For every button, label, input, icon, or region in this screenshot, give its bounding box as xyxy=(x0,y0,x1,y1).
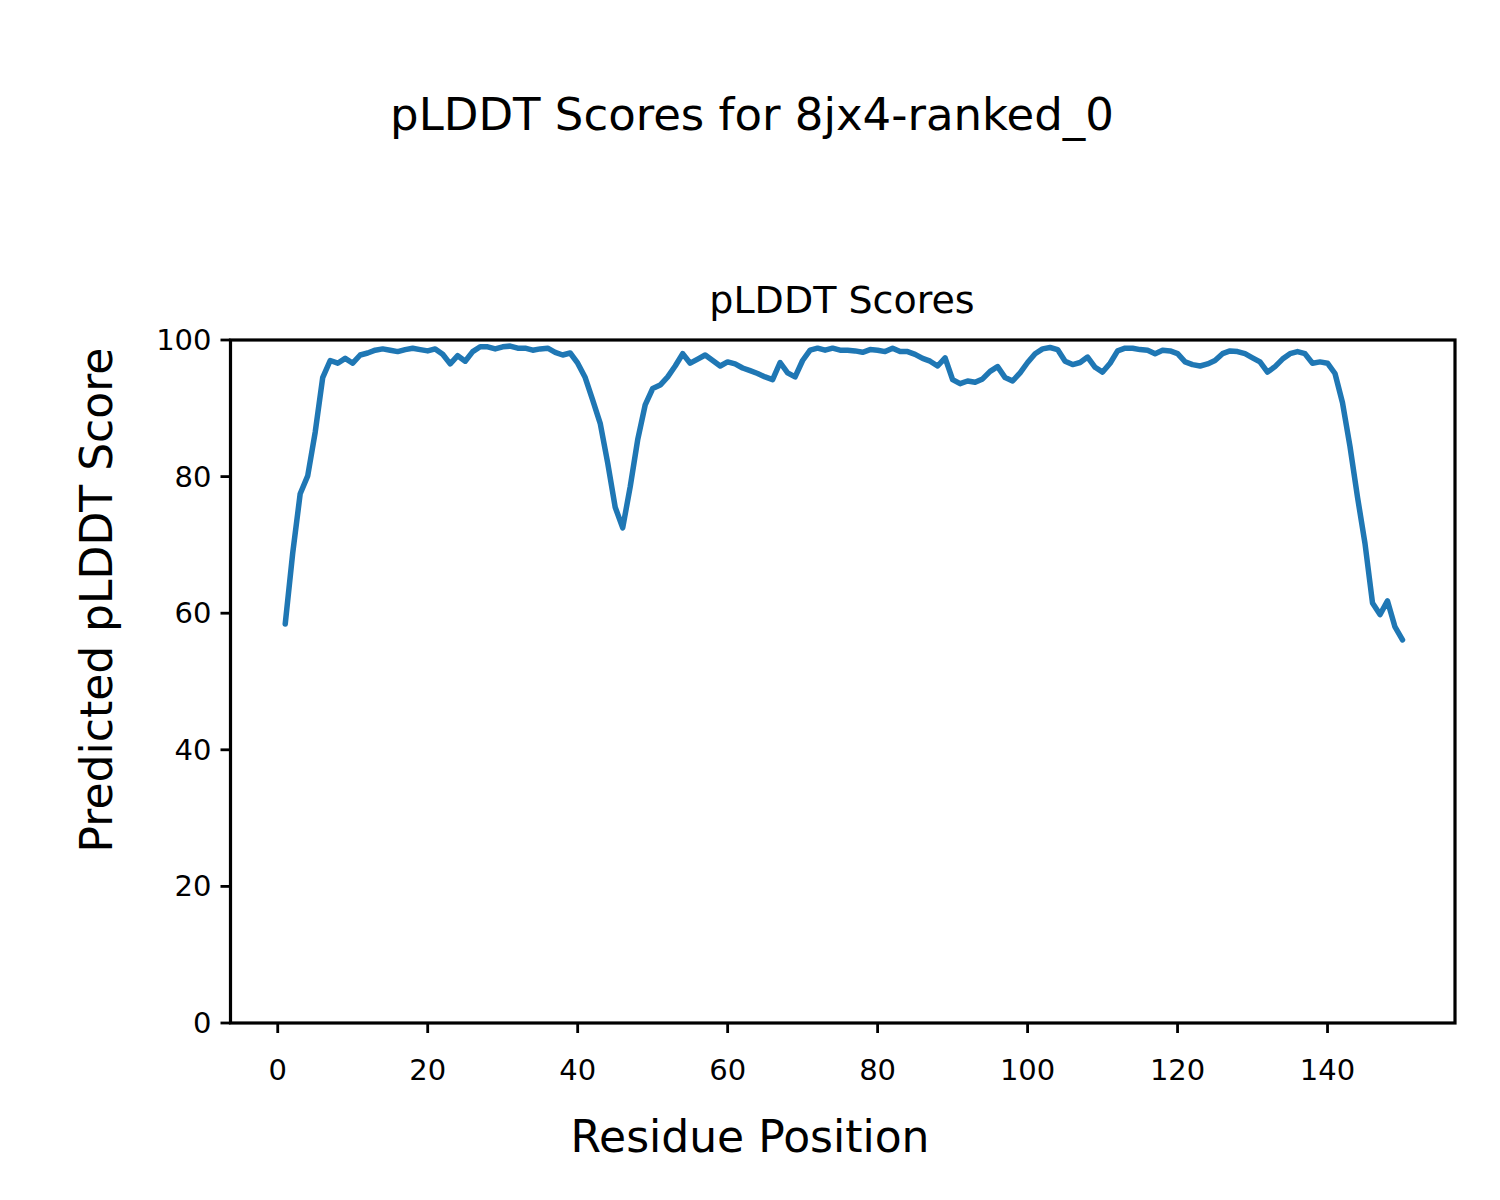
y-axis-ticks: 0 20 40 60 80 100 xyxy=(156,323,230,1040)
x-tick-label: 0 xyxy=(269,1053,287,1087)
x-tick-label: 100 xyxy=(1000,1053,1055,1087)
figure: pLDDT Scores for 8jx4-ranked_0 pLDDT Sco… xyxy=(0,0,1500,1200)
x-tick-label: 80 xyxy=(859,1053,896,1087)
x-tick-label: 60 xyxy=(709,1053,746,1087)
plddt-score-line xyxy=(285,346,1402,640)
figure-suptitle: pLDDT Scores for 8jx4-ranked_0 xyxy=(390,88,1114,141)
y-axis-label: Predicted pLDDT Score xyxy=(71,348,122,853)
y-tick-label: 0 xyxy=(193,1006,211,1040)
axes-title: pLDDT Scores xyxy=(709,278,974,322)
x-axis-ticks: 0 20 40 60 80 100 120 140 xyxy=(269,1023,1356,1087)
y-tick-label: 40 xyxy=(175,733,212,767)
y-tick-label: 20 xyxy=(175,869,212,903)
y-tick-label: 60 xyxy=(175,596,212,630)
plddt-chart: pLDDT Scores for 8jx4-ranked_0 pLDDT Sco… xyxy=(0,0,1500,1200)
x-tick-label: 140 xyxy=(1300,1053,1355,1087)
x-tick-label: 40 xyxy=(559,1053,596,1087)
x-tick-label: 120 xyxy=(1150,1053,1205,1087)
y-tick-label: 100 xyxy=(156,323,211,357)
x-axis-label: Residue Position xyxy=(570,1111,929,1162)
axes-frame xyxy=(231,340,1456,1023)
x-tick-label: 20 xyxy=(409,1053,446,1087)
y-tick-label: 80 xyxy=(175,460,212,494)
